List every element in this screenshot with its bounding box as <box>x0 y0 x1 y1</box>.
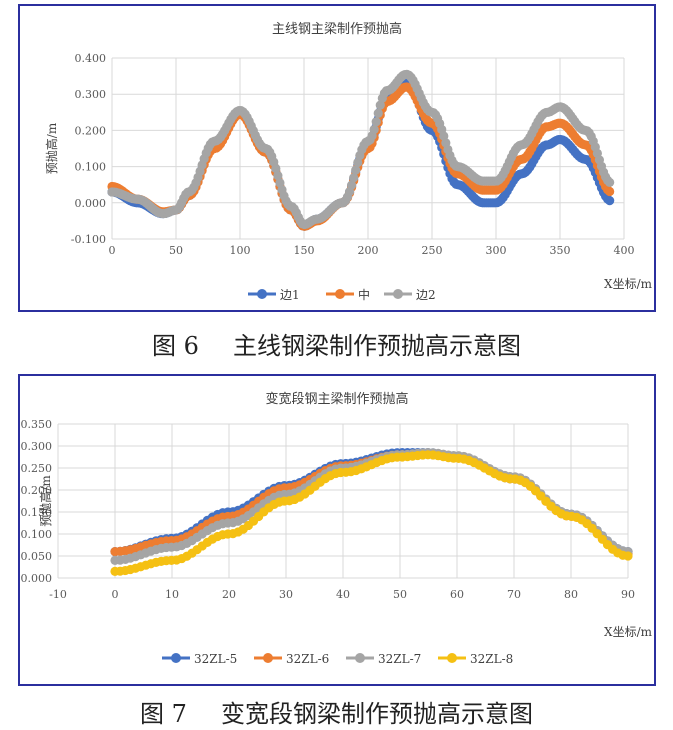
chart-2-legend-label: 32ZL-5 <box>194 652 237 666</box>
chart-panel-1: 主线钢主梁制作预抛高 -0.100 0.000 0.100 0.200 0.300 0.40… <box>18 4 656 312</box>
chart-1-point <box>369 124 379 135</box>
chart-2-x-tick-label: 10 <box>165 588 179 601</box>
chart-2-legend-label: 32ZL-8 <box>470 652 513 666</box>
chart-2-y-axis-label: 预抛高/m <box>38 475 53 527</box>
figure-title-1: 主线钢梁制作预抛高示意图 <box>232 332 521 360</box>
chart-1-point <box>353 157 363 168</box>
chart-2-legend-marker <box>447 653 457 663</box>
chart-1-x-tick-label: 150 <box>294 244 315 257</box>
chart-1-point <box>371 117 381 127</box>
chart-2-x-tick-label: 30 <box>279 588 293 601</box>
chart-1-point <box>349 173 359 183</box>
chart-1-x-tick-label: 250 <box>422 244 443 257</box>
chart-2-x-tick-label: 20 <box>222 588 236 601</box>
chart-1-point <box>273 171 283 181</box>
chart-1-legend-marker <box>393 289 403 299</box>
chart-1-point <box>347 180 357 190</box>
chart-2-y-tick-label: 0.150 <box>21 506 53 519</box>
chart-2-x-tick-label: -10 <box>49 588 67 601</box>
chart-2-svg: 变宽段钢主梁制作预抛高 0.000 0.050 0.100 0.150 0.200 0.25… <box>21 391 653 666</box>
chart-2-x-tick-label: 90 <box>621 588 635 601</box>
chart-1-point <box>351 165 361 175</box>
chart-2-x-tick-label: 50 <box>393 588 407 601</box>
chart-2-x-tick-label: 70 <box>507 588 521 601</box>
chart-2-series-3 <box>110 450 633 576</box>
chart-2-x-axis-label: X坐标/m <box>604 625 653 639</box>
chart-1-y-tick-label: 0.000 <box>75 197 107 210</box>
chart-2-legend-marker <box>171 653 181 663</box>
chart-1-x-tick-label: 400 <box>614 244 635 257</box>
chart-1-x-tick-label: 0 <box>109 244 116 257</box>
chart-1-legend-label: 边1 <box>280 288 300 302</box>
chart-1-y-axis-label: 预抛高/m <box>44 122 59 174</box>
chart-1-legend-label: 中 <box>358 287 370 302</box>
chart-2-legend-marker <box>355 653 365 663</box>
chart-1-point <box>605 196 615 206</box>
chart-1-x-axis-label: X坐标/m <box>604 277 653 291</box>
chart-2-y-tick-label: 0.000 <box>21 572 53 585</box>
chart-1-legend-label: 边2 <box>416 288 436 302</box>
figure-number-1: 图 6 <box>152 332 199 360</box>
chart-1-title: 主线钢主梁制作预抛高 <box>272 21 402 37</box>
chart-1-x-tick-label: 100 <box>230 244 251 257</box>
chart-1-series-2 <box>107 69 615 230</box>
chart-2-title: 变宽段钢主梁制作预抛高 <box>265 391 408 407</box>
chart-1-x-tick-label: 200 <box>358 244 379 257</box>
chart-1-point <box>375 100 385 110</box>
chart-2-x-tick-label: 80 <box>564 588 578 601</box>
chart-2-x-tick-label: 0 <box>112 588 119 601</box>
figure-title-2: 变宽段钢梁制作预抛高示意图 <box>220 700 533 728</box>
chart-1-x-tick-label: 350 <box>550 244 571 257</box>
chart-2-legend-label: 32ZL-6 <box>286 652 329 666</box>
chart-1-point <box>373 108 383 118</box>
chart-1-point <box>275 178 285 188</box>
chart-2-y-tick-label: 0.050 <box>21 550 53 563</box>
chart-2-x-tick-label: 40 <box>336 588 350 601</box>
chart-2-y-tick-label: 0.300 <box>21 440 53 453</box>
chart-2-y-tick-label: 0.350 <box>21 418 53 431</box>
chart-2-legend-marker <box>263 653 273 663</box>
chart-1-point <box>271 163 281 174</box>
chart-1-legend-marker <box>335 289 345 299</box>
chart-1-point <box>605 177 615 188</box>
chart-2-point <box>623 551 633 561</box>
figure-caption-1: 图 6 主线钢梁制作预抛高示意图 <box>0 326 673 361</box>
chart-1-y-tick-label: 0.400 <box>75 52 107 65</box>
chart-2-legend-label: 32ZL-7 <box>378 652 421 666</box>
chart-2-x-tick-label: 60 <box>450 588 464 601</box>
chart-1-y-tick-label: 0.200 <box>75 124 107 137</box>
chart-1-x-tick-label: 50 <box>169 244 183 257</box>
figure-caption-2: 图 7 变宽段钢梁制作预抛高示意图 <box>0 694 673 729</box>
chart-2-y-tick-label: 0.250 <box>21 462 53 475</box>
chart-1-legend-marker <box>257 289 267 299</box>
chart-panel-2: 变宽段钢主梁制作预抛高 0.000 0.050 0.100 0.150 0.200 0.25… <box>18 374 656 686</box>
chart-1-x-tick-label: 300 <box>486 244 507 257</box>
chart-1-y-tick-label: 0.100 <box>75 161 107 174</box>
chart-2-y-tick-label: 0.200 <box>21 484 53 497</box>
chart-1-y-tick-label: -0.100 <box>71 233 106 246</box>
chart-1-y-tick-label: 0.300 <box>75 88 107 101</box>
chart-2-y-tick-label: 0.100 <box>21 528 53 541</box>
chart-1-svg: 主线钢主梁制作预抛高 -0.100 0.000 0.100 0.200 0.300 0.40… <box>44 21 653 302</box>
figure-number-2: 图 7 <box>140 700 187 728</box>
chart-1-point <box>605 186 615 197</box>
